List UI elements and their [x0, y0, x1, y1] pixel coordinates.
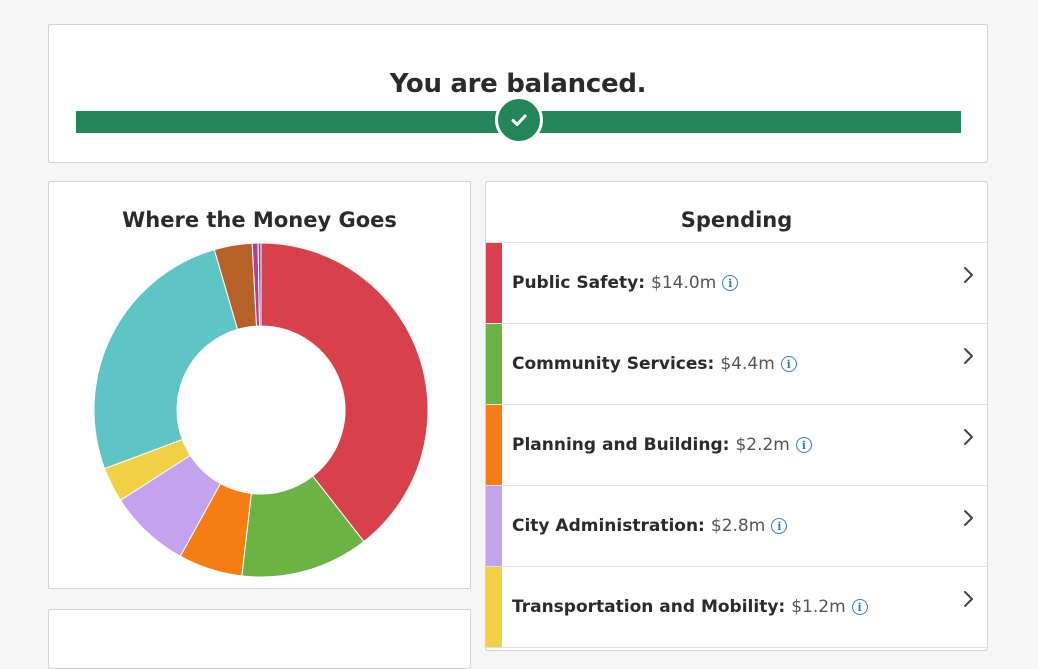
category-name: Transportation and Mobility:	[512, 597, 786, 617]
category-color-swatch	[486, 324, 502, 404]
category-name: Planning and Building:	[512, 435, 730, 455]
category-color-swatch	[486, 486, 502, 566]
category-name: Public Safety:	[512, 273, 646, 293]
spending-row-transportation-and-mobility[interactable]: Transportation and Mobility: $1.2m i	[486, 567, 987, 648]
chart-title: Where the Money Goes	[122, 208, 397, 232]
category-amount: $1.2m	[791, 597, 846, 617]
balance-card: You are balanced.	[48, 24, 988, 163]
spending-row-public-safety[interactable]: Public Safety: $14.0m i	[486, 243, 987, 324]
chevron-right-icon	[964, 429, 973, 445]
donut-slice-8[interactable]	[257, 242, 262, 327]
next-card	[48, 609, 471, 669]
chevron-right-icon	[964, 267, 973, 283]
donut-chart	[93, 242, 429, 578]
category-name: Community Services:	[512, 354, 715, 374]
category-amount: $4.4m	[720, 354, 775, 374]
spending-row-planning-and-building[interactable]: Planning and Building: $2.2m i	[486, 405, 987, 486]
category-amount: $2.8m	[710, 516, 766, 536]
spending-card: Spending Public Safety: $14.0m i Communi…	[485, 181, 988, 651]
info-icon[interactable]: i	[795, 437, 812, 453]
info-icon[interactable]: i	[780, 356, 797, 372]
category-name: City Administration:	[512, 516, 705, 536]
balance-status-title: You are balanced.	[389, 69, 647, 99]
info-icon[interactable]: i	[851, 599, 868, 615]
donut-slice-0[interactable]	[260, 242, 429, 543]
category-amount: $14.0m	[651, 273, 717, 293]
chevron-right-icon	[964, 591, 973, 607]
chevron-right-icon	[964, 348, 973, 364]
check-icon	[511, 114, 527, 126]
where-money-goes-card: Where the Money Goes	[48, 181, 471, 589]
spending-list: Public Safety: $14.0m i Community Servic…	[486, 242, 987, 648]
donut-slice-5[interactable]	[93, 249, 239, 470]
info-icon[interactable]: i	[771, 518, 788, 534]
balance-indicator	[495, 96, 543, 144]
category-color-swatch	[486, 405, 502, 485]
info-icon[interactable]: i	[722, 275, 739, 291]
category-amount: $2.2m	[735, 435, 790, 455]
spending-row-community-services[interactable]: Community Services: $4.4m i	[486, 324, 987, 405]
category-color-swatch	[486, 243, 502, 323]
spending-row-city-administration[interactable]: City Administration: $2.8m i	[486, 486, 987, 567]
chevron-right-icon	[964, 510, 973, 526]
category-color-swatch	[486, 567, 502, 647]
spending-title: Spending	[680, 208, 793, 232]
